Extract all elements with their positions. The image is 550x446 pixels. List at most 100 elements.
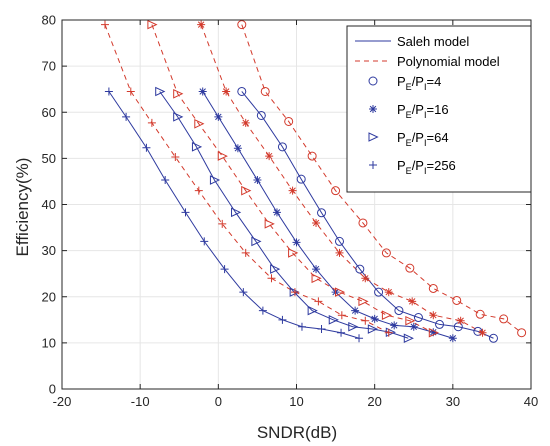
saleh-point-circle <box>413 313 423 323</box>
legend-text-part: =64 <box>427 130 449 145</box>
saleh-point-triangle-right <box>289 287 300 297</box>
poly-point-circle <box>475 309 485 319</box>
legend-subscript: I <box>424 138 427 148</box>
poly-curve-circle <box>241 24 522 334</box>
legend-text-part: P <box>397 102 406 117</box>
saleh-point-plus <box>220 265 229 274</box>
poly-point-circle <box>284 116 294 126</box>
saleh-point-circle <box>374 287 384 297</box>
poly-point-circle <box>260 86 270 96</box>
saleh-point-star <box>198 87 207 96</box>
saleh-point-circle <box>237 86 247 96</box>
legend-subscript: I <box>424 166 427 176</box>
saleh-point-star <box>272 208 281 217</box>
legend-saleh-label: Saleh model <box>397 34 469 49</box>
legend-text-part: P <box>397 158 406 173</box>
saleh-point-triangle-right <box>251 236 262 247</box>
saleh-point-plus <box>181 208 190 217</box>
saleh-point-circle <box>256 110 266 120</box>
poly-point-plus <box>126 87 135 96</box>
saleh-point-star <box>448 334 457 343</box>
saleh-point-star <box>233 144 242 153</box>
legend-item-label: PE/PI=4 <box>397 74 441 92</box>
saleh-point-circle <box>277 142 287 152</box>
saleh-point-star <box>409 322 418 331</box>
poly-point-triangle-right <box>358 296 369 307</box>
saleh-point-circle <box>334 236 344 246</box>
saleh-point-star <box>292 238 301 247</box>
saleh-point-star <box>214 112 223 121</box>
saleh-point-triangle-right <box>348 321 359 332</box>
saleh-point-star <box>253 176 262 185</box>
poly-point-triangle-right <box>241 185 252 196</box>
saleh-point-triangle-right <box>209 175 221 185</box>
saleh-point-plus <box>161 176 170 185</box>
x-tick-label: -10 <box>131 394 150 409</box>
saleh-point-triangle-right <box>367 324 378 334</box>
poly-point-plus <box>100 20 109 29</box>
legend-box <box>346 25 532 193</box>
saleh-point-plus <box>142 143 151 152</box>
poly-point-triangle-right <box>428 327 439 338</box>
poly-point-plus <box>337 311 346 320</box>
saleh-point-triangle-right <box>403 333 414 344</box>
saleh-point-plus <box>317 325 326 334</box>
poly-point-plus <box>384 328 393 337</box>
poly-point-circle <box>517 328 527 338</box>
saleh-point-triangle-right <box>173 112 184 122</box>
poly-point-circle <box>499 314 509 324</box>
saleh-point-circle <box>435 319 445 329</box>
poly-point-plus <box>171 152 180 161</box>
legend-marker-star <box>369 105 377 113</box>
poly-point-triangle-right <box>264 219 275 229</box>
legend-item-label: PE/PI=64 <box>397 130 449 148</box>
poly-point-star <box>456 316 465 325</box>
poly-point-circle <box>237 20 247 30</box>
poly-point-triangle-right <box>288 248 299 258</box>
saleh-point-star <box>312 265 321 274</box>
poly-point-plus <box>314 297 323 306</box>
poly-point-star <box>408 297 417 306</box>
legend-subscript: E <box>406 82 412 92</box>
saleh-point-star <box>390 321 399 330</box>
legend-text-part: =4 <box>427 74 442 89</box>
poly-point-star <box>265 152 274 161</box>
poly-point-triangle-right <box>405 315 416 326</box>
y-tick-label: 20 <box>42 289 56 304</box>
poly-point-star <box>361 274 370 283</box>
saleh-curve-triangle-right <box>159 91 409 339</box>
poly-point-star <box>429 311 438 320</box>
poly-point-plus <box>267 274 276 283</box>
x-axis-label: SNDR(dB) <box>257 423 337 442</box>
poly-point-star <box>288 186 297 195</box>
legend-marker-circle <box>368 76 378 86</box>
saleh-point-circle <box>488 333 498 343</box>
saleh-point-star <box>351 306 360 315</box>
saleh-point-triangle-right <box>231 207 242 218</box>
legend-subscript: E <box>406 110 412 120</box>
poly-point-star <box>384 288 393 297</box>
saleh-point-plus <box>200 237 209 246</box>
y-tick-label: 50 <box>42 151 56 166</box>
markers <box>100 19 527 344</box>
poly-point-star <box>312 218 321 227</box>
poly-point-plus <box>147 118 156 127</box>
legend-subscript: E <box>406 138 412 148</box>
poly-point-circle <box>307 151 317 161</box>
poly-point-plus <box>241 248 250 257</box>
poly-point-triangle-right <box>173 89 184 99</box>
poly-point-plus <box>218 219 227 228</box>
poly-point-plus <box>290 288 299 297</box>
y-axis-label: Efficiency(%) <box>13 158 32 257</box>
saleh-point-triangle-right <box>307 305 318 316</box>
saleh-point-plus <box>337 328 346 337</box>
legend-marker-triangle-right <box>368 132 379 142</box>
legend-text-part: =16 <box>427 102 449 117</box>
saleh-point-triangle-right <box>328 315 339 325</box>
saleh-point-plus <box>258 306 267 315</box>
poly-point-circle <box>428 283 438 293</box>
y-tick-label: 10 <box>42 335 56 350</box>
x-tick-label: 40 <box>524 394 538 409</box>
y-tick-label: 60 <box>42 105 56 120</box>
